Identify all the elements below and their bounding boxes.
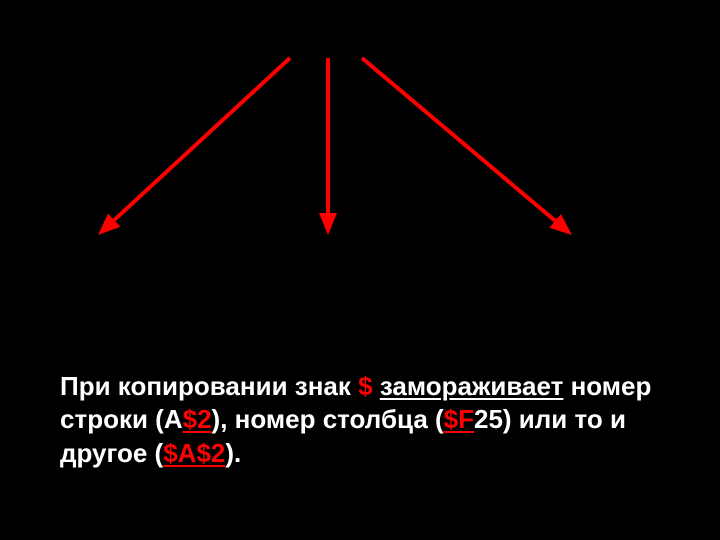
arrow-head-1 (319, 213, 337, 235)
arrow-head-2 (549, 214, 572, 235)
desc-segment-1: $ (358, 371, 372, 401)
desc-segment-10: ). (225, 438, 241, 468)
slide-canvas: При копировании знак $ замораживает номе… (0, 0, 720, 540)
arrow-shaft-0 (114, 58, 290, 220)
arrow-head-0 (98, 213, 120, 235)
desc-segment-0: При копировании знак (60, 371, 358, 401)
description-text: При копировании знак $ замораживает номе… (60, 370, 660, 470)
desc-segment-2 (373, 371, 380, 401)
desc-segment-6: ), номер столбца ( (212, 404, 444, 434)
desc-segment-3: замораживает (380, 371, 564, 401)
desc-segment-9: $A$2 (163, 438, 225, 468)
desc-segment-7: $F (444, 404, 474, 434)
desc-segment-5: $2 (183, 404, 212, 434)
arrow-shaft-2 (362, 58, 555, 221)
